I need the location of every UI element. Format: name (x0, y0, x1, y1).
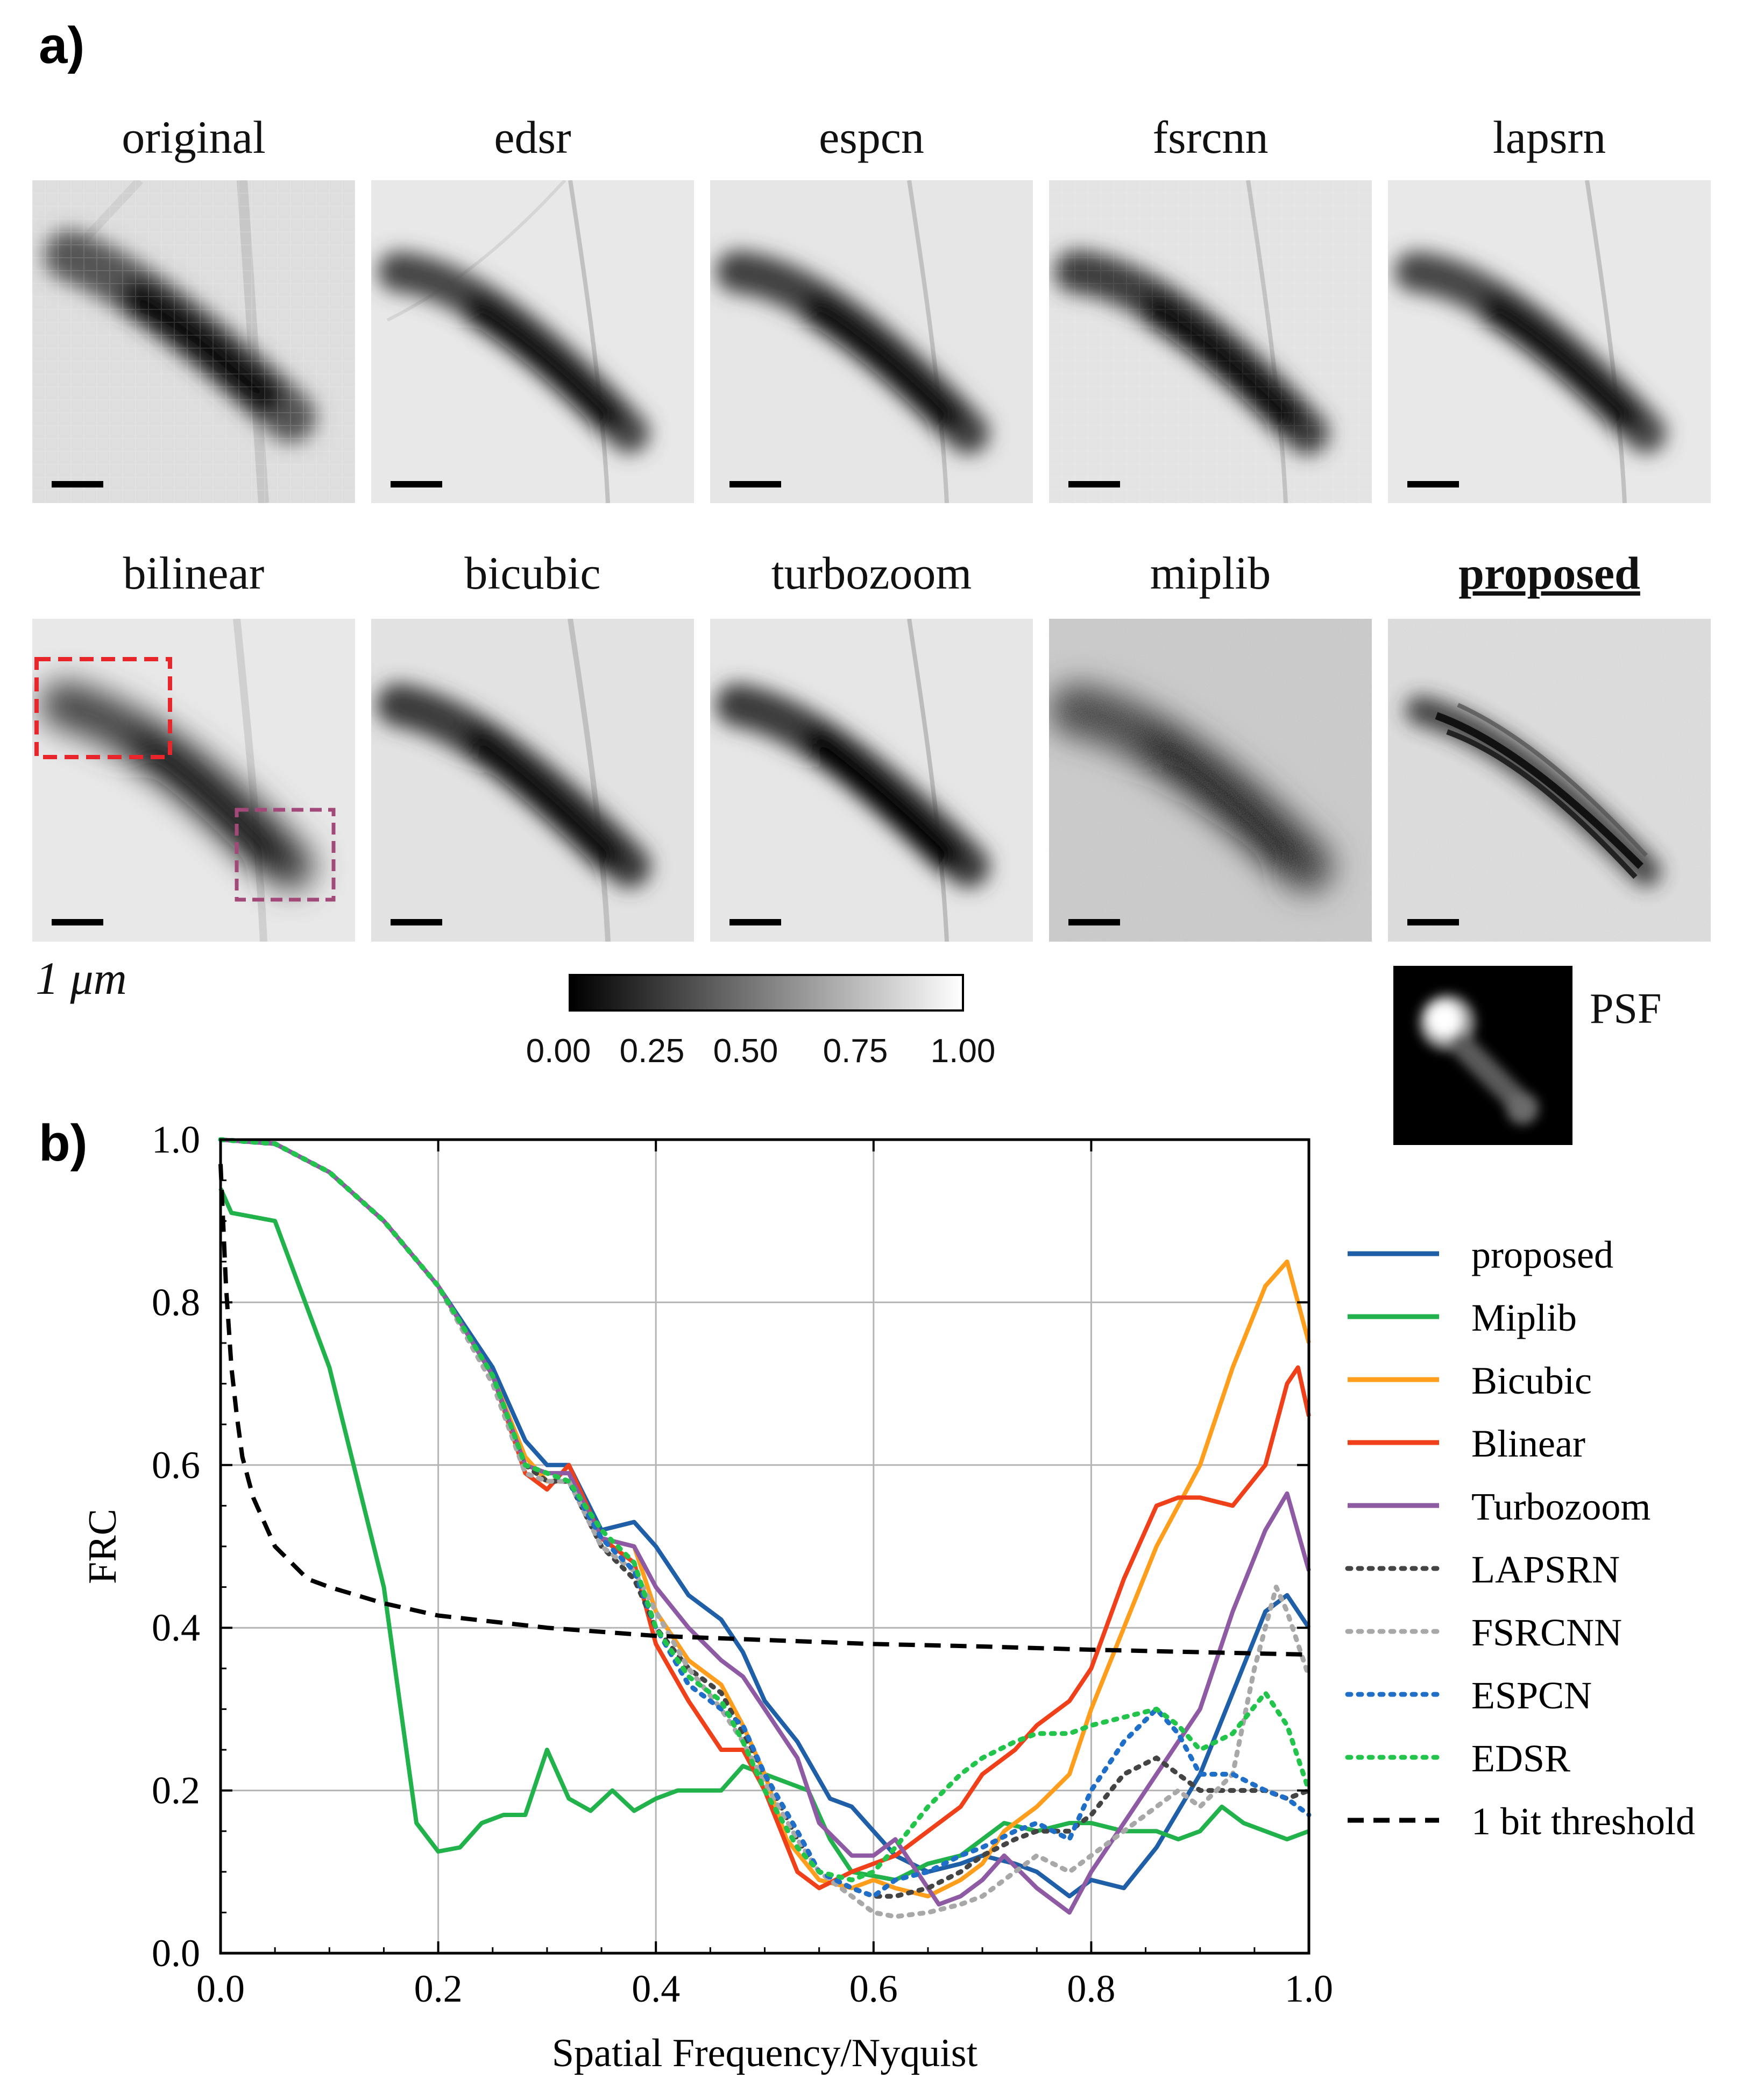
series-line-miplib (218, 1188, 1310, 1882)
tile-original (32, 180, 355, 503)
series-line-fsrcnn (218, 1137, 1312, 1919)
tile-espcn (710, 180, 1033, 503)
tile-title-bilinear: bilinear (123, 547, 265, 599)
legend-label-edsr: EDSR (1471, 1737, 1570, 1780)
tile-title-espcn: espcn (819, 111, 924, 163)
legend-label-turbozoom: Turbozoom (1471, 1485, 1650, 1528)
psf-image (1393, 966, 1572, 1145)
x-tick-label: 0.0 (196, 1967, 245, 2010)
tile-title-proposed: proposed (1458, 547, 1640, 599)
scale-bar (1068, 481, 1120, 487)
tile-edsr (371, 180, 694, 503)
tile-turbozoom (710, 619, 1033, 942)
scale-bar (1068, 919, 1120, 925)
y-tick-label: 1.0 (152, 1118, 200, 1161)
series-line-proposed (220, 1137, 1311, 1899)
y-tick-label: 0.6 (152, 1444, 200, 1487)
tile-title-edsr: edsr (494, 111, 571, 163)
scale-bar (52, 919, 103, 925)
colorbar (569, 974, 964, 1012)
tile-title-original: original (122, 111, 266, 163)
series-line-lapsrn (218, 1137, 1312, 1899)
tile-title-fsrcnn: fsrcnn (1152, 111, 1269, 163)
x-tick-label: 1.0 (1285, 1967, 1333, 2010)
frc-chart: 0.0 0.2 0.4 0.6 0.8 1.0 0.0 0.2 0.4 0.6 0.8 1.0 pro… (81, 1118, 1695, 2075)
panel-a-label: a) (39, 17, 85, 74)
scale-bar (52, 481, 103, 487)
series-line-edsr (218, 1137, 1312, 1883)
scale-bar (1407, 481, 1459, 487)
tile-title-lapsrn: lapsrn (1492, 111, 1606, 163)
panel-b-label: b) (39, 1114, 88, 1172)
colorbar-tick: 0.25 (619, 1033, 685, 1070)
scale-bar (391, 919, 442, 925)
y-tick-label: 0.8 (152, 1281, 200, 1324)
series-line-threshold (218, 1164, 1309, 1657)
tile-miplib (1049, 619, 1372, 942)
x-tick-label: 0.8 (1067, 1967, 1115, 2010)
tile-title-bicubic: bicubic (464, 547, 601, 599)
legend-label-miplib: Miplib (1471, 1296, 1577, 1339)
y-tick-label: 0.4 (152, 1606, 200, 1649)
tile-title-turbozoom: turbozoom (771, 547, 972, 599)
legend-label-lapsrn: LAPSRN (1471, 1548, 1620, 1591)
psf-label: PSF (1590, 985, 1662, 1033)
colorbar-tick: 0.50 (713, 1033, 778, 1070)
legend-label-bilinear: Blinear (1471, 1422, 1585, 1465)
tile-bilinear (32, 619, 355, 942)
legend-label-bicubic: Bicubic (1471, 1359, 1592, 1402)
x-tick-label: 0.6 (849, 1967, 898, 2010)
scale-bar (729, 919, 781, 925)
tile-bicubic (371, 619, 694, 942)
legend-label-fsrcnn: FSRCNN (1471, 1611, 1622, 1654)
series-line-espcn (218, 1137, 1312, 1899)
scale-bar (729, 481, 781, 487)
series-line-bicubic (220, 1137, 1311, 1899)
x-tick-label: 0.4 (632, 1967, 680, 2010)
legend-label-threshold: 1 bit threshold (1471, 1800, 1695, 1843)
tile-lapsrn (1388, 180, 1711, 503)
y-tick-label: 0.2 (152, 1769, 200, 1812)
colorbar-tick: 0.00 (526, 1033, 591, 1070)
colorbar-tick: 0.75 (823, 1033, 888, 1070)
x-axis-label: Spatial Frequency/Nyquist (552, 2031, 978, 2075)
y-axis-label: FRC (81, 1509, 125, 1584)
legend-label-proposed: proposed (1471, 1233, 1613, 1276)
scale-bar (1407, 919, 1459, 925)
scale-label: 1 μm (36, 952, 127, 1004)
tile-fsrcnn (1049, 180, 1372, 503)
tile-title-miplib: miplib (1150, 547, 1271, 599)
colorbar-tick: 1.00 (930, 1033, 996, 1070)
series-line-bilinear (220, 1137, 1311, 1890)
y-tick-label: 0.0 (152, 1932, 200, 1975)
scale-bar (391, 481, 442, 487)
tile-proposed (1388, 619, 1711, 942)
x-tick-label: 0.2 (414, 1967, 463, 2010)
legend-label-espcn: ESPCN (1471, 1674, 1592, 1717)
